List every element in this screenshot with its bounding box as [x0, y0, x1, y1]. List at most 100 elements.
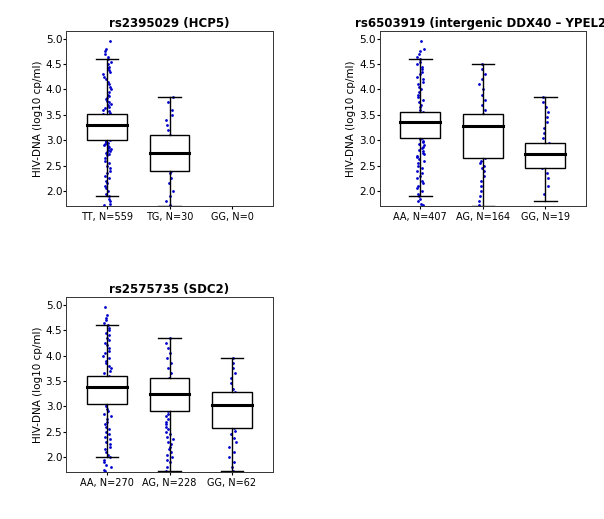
Point — [475, 197, 484, 206]
Point — [102, 152, 112, 160]
Point — [101, 189, 111, 198]
Point — [228, 359, 238, 367]
Point — [165, 149, 175, 157]
Point — [231, 438, 240, 446]
Point — [102, 417, 112, 426]
Point — [419, 45, 428, 53]
Y-axis label: HIV-DNA (log10 cp/ml): HIV-DNA (log10 cp/ml) — [33, 60, 43, 177]
Point — [103, 187, 113, 195]
Point — [104, 372, 114, 380]
Point — [104, 151, 114, 159]
Point — [414, 83, 424, 91]
Point — [539, 189, 549, 198]
Point — [104, 119, 114, 127]
Point — [415, 135, 425, 143]
Point — [476, 182, 486, 190]
Point — [105, 379, 115, 388]
Point — [100, 140, 109, 148]
Point — [104, 92, 114, 100]
Point — [163, 154, 173, 162]
Point — [413, 182, 423, 190]
Point — [104, 354, 114, 362]
Point — [102, 133, 112, 141]
Point — [104, 129, 114, 138]
Point — [104, 192, 114, 200]
Point — [419, 141, 429, 149]
Point — [105, 115, 115, 123]
Point — [412, 60, 422, 69]
Point — [414, 126, 424, 134]
Point — [103, 394, 112, 403]
Point — [161, 116, 171, 124]
Point — [100, 126, 109, 134]
Point — [106, 463, 115, 471]
Point — [100, 121, 110, 129]
Point — [167, 106, 177, 114]
Point — [413, 114, 423, 122]
Point — [101, 97, 111, 105]
Bar — [400, 112, 440, 138]
Point — [415, 103, 425, 112]
Point — [162, 450, 172, 459]
Point — [168, 394, 178, 403]
Point — [164, 98, 173, 106]
Point — [104, 323, 114, 332]
Point — [165, 200, 175, 209]
Point — [99, 200, 109, 209]
Point — [479, 117, 489, 125]
Point — [544, 108, 553, 116]
Point — [164, 415, 173, 423]
Point — [101, 422, 111, 431]
Point — [414, 192, 423, 200]
Point — [102, 118, 112, 126]
Point — [101, 134, 111, 142]
Bar — [212, 392, 252, 428]
Point — [98, 110, 108, 118]
Point — [414, 155, 424, 163]
Point — [478, 113, 488, 121]
Point — [229, 421, 239, 430]
Point — [414, 189, 423, 198]
Point — [413, 112, 422, 120]
Point — [228, 463, 237, 471]
Point — [100, 182, 110, 190]
Point — [415, 70, 425, 78]
Point — [161, 402, 171, 411]
Point — [412, 152, 422, 160]
Point — [413, 52, 422, 61]
Point — [162, 136, 172, 144]
Point — [103, 374, 113, 383]
Point — [414, 88, 424, 96]
Point — [414, 98, 423, 106]
Point — [478, 121, 487, 129]
Point — [100, 156, 110, 165]
Point — [165, 430, 175, 439]
Point — [228, 354, 238, 362]
Point — [538, 133, 548, 142]
Point — [226, 415, 236, 423]
Point — [165, 179, 175, 187]
Point — [476, 140, 486, 148]
Point — [419, 138, 428, 146]
Point — [99, 385, 109, 393]
Point — [101, 359, 111, 367]
Point — [226, 374, 236, 383]
Point — [414, 140, 423, 148]
Point — [105, 435, 115, 443]
Point — [104, 425, 114, 433]
Point — [538, 164, 547, 172]
Point — [101, 184, 111, 193]
Point — [476, 156, 486, 165]
Point — [162, 428, 172, 436]
Point — [165, 146, 175, 155]
Point — [100, 128, 109, 136]
Point — [162, 121, 172, 129]
Bar — [150, 378, 190, 412]
Point — [104, 331, 114, 339]
Point — [419, 149, 428, 157]
Point — [475, 152, 485, 160]
Point — [417, 187, 427, 195]
Point — [101, 342, 111, 350]
Point — [480, 70, 490, 78]
Point — [161, 422, 171, 431]
